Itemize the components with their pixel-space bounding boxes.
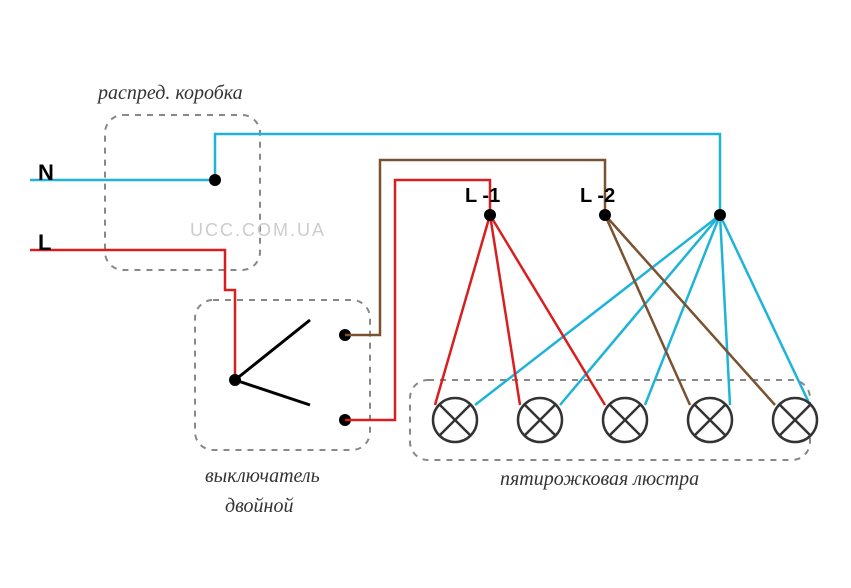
switch-label-1: выключатель	[205, 465, 320, 488]
neutral-fan-4	[720, 215, 730, 405]
neutral-label: N	[38, 160, 54, 186]
lamp-4	[688, 398, 732, 442]
lamp-2	[518, 398, 562, 442]
lamp-5	[773, 398, 817, 442]
switch-label-2: двойной	[225, 495, 293, 518]
neutral-fan-5	[720, 215, 810, 405]
junction-n-dot	[209, 174, 221, 186]
junction-l2-dot	[599, 209, 611, 221]
live-label: L	[38, 230, 51, 256]
l1-label: L -1	[465, 185, 500, 208]
brown-fan-1	[605, 215, 690, 405]
l2-label: L -2	[580, 185, 615, 208]
switch-box	[195, 300, 370, 450]
brown-fan-2	[605, 215, 775, 405]
chandelier-label: пятирожковая люстра	[500, 468, 699, 491]
junction-neutral-apex	[714, 209, 726, 221]
lamp-1	[433, 398, 477, 442]
lamp-3	[603, 398, 647, 442]
watermark: UCC.COM.UA	[190, 220, 326, 241]
switch-blade-1	[235, 320, 310, 380]
neutral-trunk	[30, 134, 720, 215]
junction-box	[105, 115, 260, 270]
neutral-fan-2	[560, 215, 720, 405]
red-fan-3	[490, 215, 605, 405]
junction-l1-dot	[484, 209, 496, 221]
live-to-switch	[30, 250, 235, 380]
red-fan-1	[435, 215, 490, 405]
switch-blade-2	[235, 380, 310, 405]
junction-box-label: распред. коробка	[98, 82, 243, 105]
red-fan-2	[490, 215, 520, 405]
